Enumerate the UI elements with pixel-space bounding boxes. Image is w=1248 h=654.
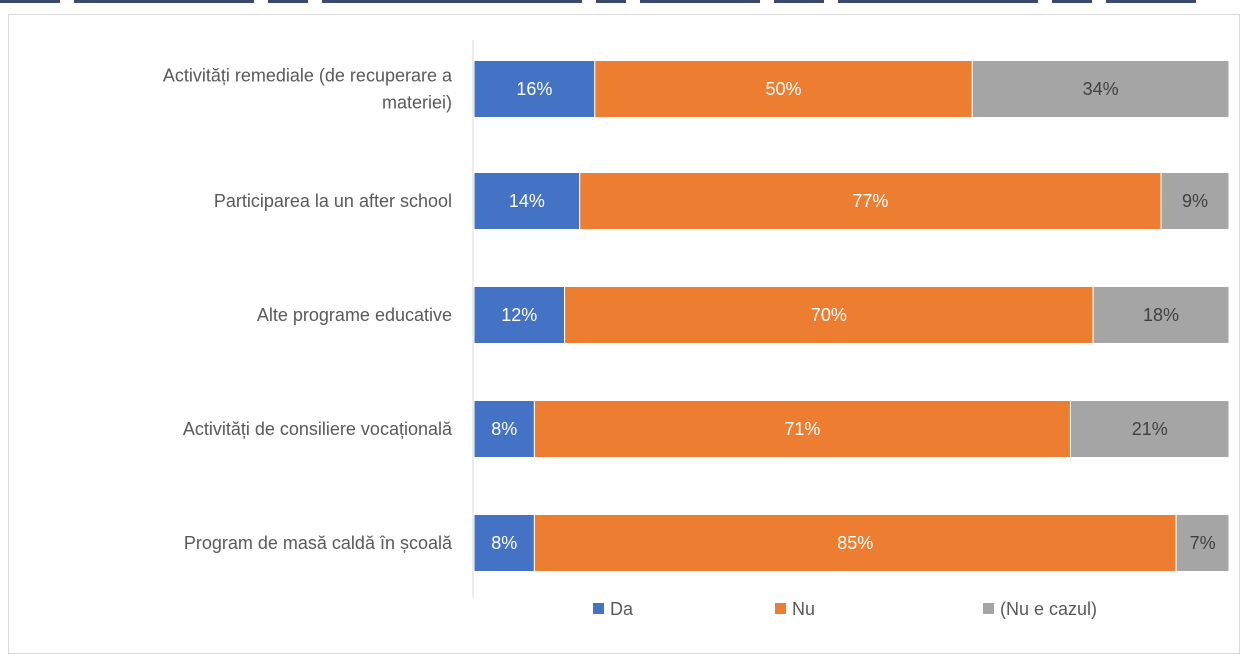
bar-segment [1069, 400, 1230, 458]
category-label: Program de masă caldă în școală [184, 533, 453, 553]
category-label: Alte programe educative [257, 305, 452, 325]
bar-segment [533, 514, 1177, 572]
bar-segment [533, 400, 1071, 458]
category-label-line: Program de masă caldă în școală [184, 533, 453, 553]
bar-data-label: 70% [811, 305, 847, 325]
bar-segment [473, 60, 596, 118]
bar-data-label: 85% [837, 533, 873, 553]
bar-data-label: 71% [784, 419, 820, 439]
legend-swatch [593, 603, 604, 614]
category-label: Activități remediale (de recuperare a mat… [163, 66, 453, 113]
category-label-line: Activități remediale (de recuperare a [163, 66, 453, 86]
bar-segment [564, 286, 1094, 344]
bar-data-label: 18% [1143, 305, 1179, 325]
legend: Da Nu (Nu e cazul) [593, 599, 1097, 619]
category-label-line: Alte programe educative [257, 305, 452, 325]
bar-data-label: 8% [491, 419, 517, 439]
bar-segment [1160, 172, 1230, 230]
legend-label: (Nu e cazul) [1000, 599, 1097, 619]
bar-data-label: 50% [766, 79, 802, 99]
bar-segment [579, 172, 1162, 230]
category-label: Activități de consiliere vocațională [183, 419, 453, 439]
bar-data-label: 9% [1182, 191, 1208, 211]
bar-data-label: 16% [516, 79, 552, 99]
bar-segment [1175, 514, 1230, 572]
bar-segment [473, 400, 535, 458]
bar-segment [473, 286, 566, 344]
stacked-bar-chart: Activități remediale (de recuperare a mat… [163, 40, 1230, 619]
category-labels: Activități remediale (de recuperare a mat… [163, 66, 453, 554]
legend-label: Da [610, 599, 634, 619]
category-label-line: Activități de consiliere vocațională [183, 419, 453, 439]
top-decorative-strip [0, 0, 1248, 6]
bar-data-label: 14% [509, 191, 545, 211]
bar-data-label: 8% [491, 533, 517, 553]
bar-data-label: 12% [501, 305, 537, 325]
bar-segment [971, 60, 1230, 118]
legend-swatch [775, 603, 786, 614]
bar-segment [473, 172, 581, 230]
bar-data-label: 77% [852, 191, 888, 211]
category-label-line: Participarea la un after school [214, 191, 452, 211]
bars: 16% 50% 34% 14% 77% 9% 12% 70% 18% 8% 71% 21% 8% 85% 7… [473, 60, 1230, 572]
legend-label: Nu [792, 599, 815, 619]
bar-segment [1092, 286, 1230, 344]
bar-data-label: 21% [1132, 419, 1168, 439]
bar-data-label: 7% [1190, 533, 1216, 553]
category-label: Participarea la un after school [214, 191, 452, 211]
legend-swatch [983, 603, 994, 614]
category-label-line: materiei) [382, 93, 452, 113]
bar-data-label: 34% [1083, 79, 1119, 99]
